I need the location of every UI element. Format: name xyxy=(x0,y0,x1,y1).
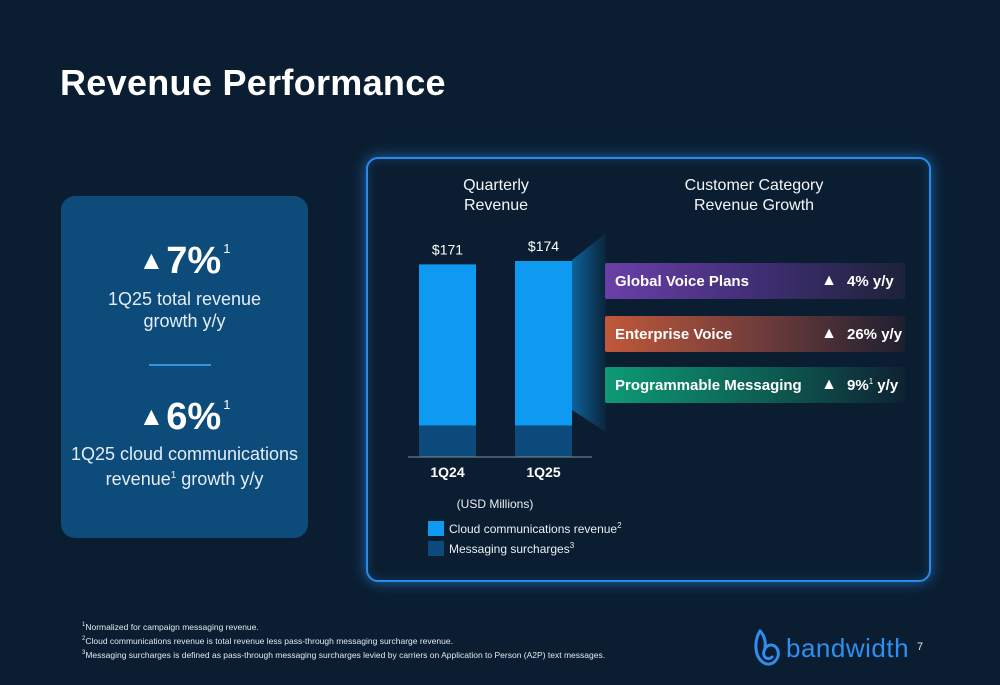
up-triangle-icon: ▲ xyxy=(821,376,837,393)
footnote-2: 2Cloud communications revenue is total r… xyxy=(82,635,453,646)
quarterly-revenue-title: Quarterly Revenue xyxy=(463,177,529,214)
growth-bar-enterprise-voice: Enterprise Voice ▲ 26% y/y xyxy=(605,316,905,352)
page-number: 7 xyxy=(917,641,924,653)
bandwidth-logo: bandwidth xyxy=(750,627,909,669)
page-title: Revenue Performance xyxy=(60,62,446,103)
x-tick-label-1q25: 1Q25 xyxy=(526,464,560,480)
unit-note: (USD Millions) xyxy=(456,497,534,511)
growth-connector-beam xyxy=(572,233,606,432)
divider xyxy=(149,364,211,366)
total-revenue-growth-value: ▲7% 1 xyxy=(138,240,231,282)
x-tick-label-1q24: 1Q24 xyxy=(430,464,464,480)
legend-messaging-surcharges: Messaging surcharges3 xyxy=(428,540,574,556)
highlights-panel: ▲7% 1 1Q25 total revenue growth y/y ▲6% 1 … xyxy=(61,196,308,538)
bar-messaging-1q25 xyxy=(515,425,572,457)
legend-cloud-revenue: Cloud communications revenue2 xyxy=(428,520,622,536)
bandwidth-logo-icon xyxy=(754,629,780,666)
up-triangle-icon: ▲ xyxy=(138,245,165,275)
bar-cloud-1q24 xyxy=(419,264,476,426)
customer-category-title: Customer Category Revenue Growth xyxy=(684,177,824,214)
quarterly-revenue-chart: $171 1Q24 $174 1Q25 xyxy=(408,233,606,480)
growth-bar-programmable-messaging: Programmable Messaging ▲ 9%1 y/y xyxy=(605,367,905,403)
up-triangle-icon: ▲ xyxy=(821,325,837,342)
footnotes: 1Normalized for campaign messaging reven… xyxy=(82,619,605,660)
legend-swatch-cloud xyxy=(428,520,444,536)
growth-bar-global-voice: Global Voice Plans ▲ 4% y/y xyxy=(605,263,905,299)
cloud-revenue-growth-value: ▲6% 1 xyxy=(138,396,231,438)
footnote-1: 1Normalized for campaign messaging reven… xyxy=(82,621,259,632)
footnote-3: 3Messaging surcharges is defined as pass… xyxy=(82,649,606,660)
total-label-1q24: $171 xyxy=(432,241,463,257)
bar-cloud-1q25 xyxy=(515,261,572,426)
up-triangle-icon: ▲ xyxy=(138,401,165,431)
cloud-revenue-growth-desc: 1Q25 cloud communications revenue1 growt… xyxy=(70,444,299,489)
total-revenue-growth-desc: 1Q25 total revenue growth y/y xyxy=(107,289,262,331)
total-label-1q25: $174 xyxy=(528,238,559,254)
up-triangle-icon: ▲ xyxy=(821,272,837,289)
legend-swatch-messaging xyxy=(428,540,444,556)
bar-messaging-1q24 xyxy=(419,425,476,457)
